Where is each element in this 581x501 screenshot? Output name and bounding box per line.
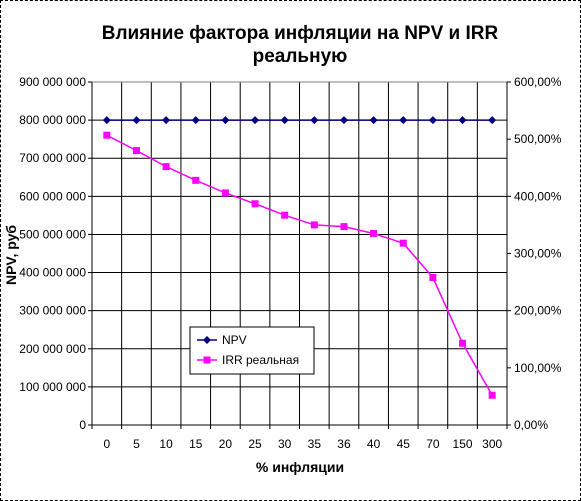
y-right-tick-label: 400,00% <box>514 189 562 203</box>
data-point-irr <box>310 221 318 229</box>
x-axis-title: % инфляции <box>256 459 344 475</box>
data-point-irr <box>192 176 200 184</box>
data-point-irr <box>132 147 140 155</box>
y-right-tick-label: 100,00% <box>514 361 562 375</box>
y-right-tick-label: 600,00% <box>514 75 562 89</box>
x-tick-label: 15 <box>189 437 203 451</box>
y-right-tick-label: 0,00% <box>514 418 548 432</box>
y-left-tick-label: 500 000 000 <box>19 227 86 241</box>
x-tick-label: 5 <box>133 437 140 451</box>
data-point-npv <box>458 116 467 125</box>
series-layer <box>102 116 497 399</box>
legend: NPV IRR реальная <box>189 326 315 375</box>
x-tick-label: 10 <box>159 437 173 451</box>
data-point-npv <box>369 116 378 125</box>
data-point-irr <box>370 229 378 237</box>
data-point-npv <box>339 116 348 125</box>
data-point-irr <box>429 274 437 282</box>
data-point-irr <box>399 239 407 247</box>
y-left-tick-label: 0 <box>79 418 86 432</box>
x-tick-label: 35 <box>308 437 322 451</box>
y-left-tick-label: 200 000 000 <box>19 342 86 356</box>
legend-npv-marker <box>203 336 211 344</box>
data-point-npv <box>399 116 408 125</box>
x-tick-label: 70 <box>426 437 440 451</box>
data-point-irr <box>103 131 111 139</box>
data-point-npv <box>191 116 200 125</box>
y-left-tick-label: 400 000 000 <box>19 266 86 280</box>
data-point-npv <box>428 116 437 125</box>
data-point-npv <box>162 116 171 125</box>
legend-irr-marker <box>203 356 211 364</box>
y-left-tick-label: 700 000 000 <box>19 151 86 165</box>
y-left-tick-label: 300 000 000 <box>19 304 86 318</box>
x-tick-label: 45 <box>397 437 411 451</box>
x-tick-label: 300 <box>482 437 502 451</box>
y-axis-title: NPV, руб <box>3 225 19 285</box>
y-left-tick-label: 800 000 000 <box>19 113 86 127</box>
x-tick-label: 20 <box>219 437 233 451</box>
data-point-npv <box>488 116 497 125</box>
chart-title-line-2: реальную <box>253 46 348 67</box>
data-point-npv <box>221 116 230 125</box>
y-right-tick-label: 300,00% <box>514 247 562 261</box>
series-line-irr <box>106 134 493 396</box>
y-right-tick-label: 200,00% <box>514 304 562 318</box>
x-tick-label: 25 <box>248 437 262 451</box>
x-tick-label: 30 <box>278 437 292 451</box>
x-tick-label: 40 <box>367 437 381 451</box>
legend-box <box>189 326 315 375</box>
y-left-tick-label: 100 000 000 <box>19 380 86 394</box>
x-tick-label: 0 <box>103 437 110 451</box>
data-point-npv <box>251 116 260 125</box>
x-tick-label: 150 <box>453 437 473 451</box>
data-point-npv <box>102 116 111 125</box>
gridlines <box>92 82 507 425</box>
y-left-tick-label: 900 000 000 <box>19 75 86 89</box>
data-point-npv <box>280 116 289 125</box>
y-right-tick-label: 500,00% <box>514 132 562 146</box>
data-point-npv <box>310 116 319 125</box>
y-left-tick-label: 600 000 000 <box>19 189 86 203</box>
legend-npv-label: NPV <box>222 333 247 347</box>
legend-irr-label: IRR реальная <box>222 353 299 367</box>
data-point-irr <box>251 200 259 208</box>
data-point-irr <box>281 211 289 219</box>
x-tick-label: 36 <box>337 437 351 451</box>
data-point-irr <box>488 391 496 399</box>
data-point-irr <box>340 223 348 231</box>
data-point-irr <box>162 163 170 171</box>
data-point-npv <box>132 116 141 125</box>
axes: 0 100 000 000 200 000 000 300 000 000 400 00… <box>19 75 561 451</box>
data-point-irr <box>221 189 229 197</box>
chart-title-line-1: Влияние фактора инфляции на NPV и IRR <box>102 23 499 44</box>
data-point-irr <box>459 339 467 347</box>
